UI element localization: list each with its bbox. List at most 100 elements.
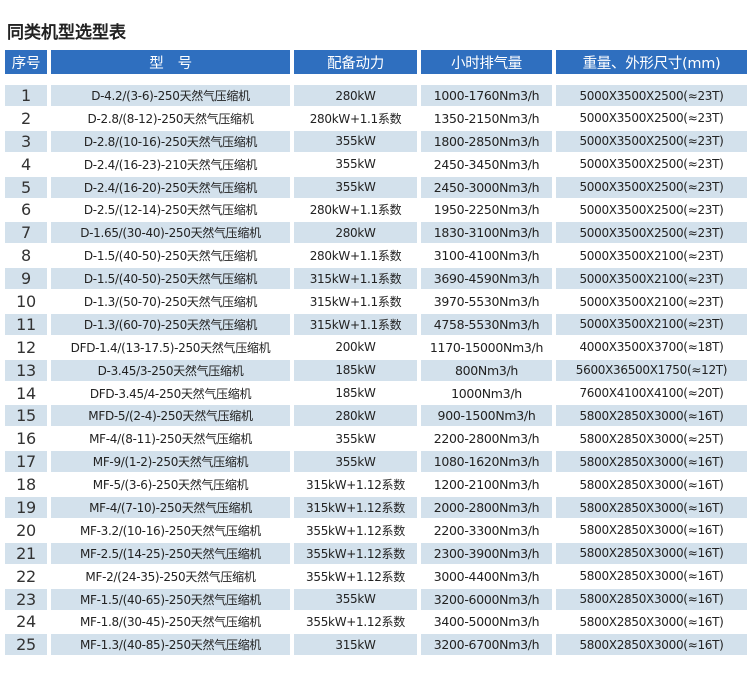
header-index: 序号 xyxy=(5,50,47,74)
table-row: 9 D-1.5/(40-50)-250天然气压缩机 315kW+1.1系数 3690-… xyxy=(5,268,747,291)
cell-displacement: 800Nm3/h xyxy=(421,359,552,381)
cell-power: 355kW+1.12系数 xyxy=(306,615,405,630)
cell-index: 6 xyxy=(21,200,31,220)
table-row: 21 MF-2.5/(14-25)-250天然气压缩机 355kW+1.12系数 23… xyxy=(5,542,747,566)
table-row: 10 D-1.3/(50-70)-250天然气压缩机 315kW+1.1系数 3970… xyxy=(5,291,747,314)
cell-weight-dimensions: 5000X3500X2100(≈23T) xyxy=(579,248,724,263)
cell-power: 355kW xyxy=(335,157,376,172)
cell-weight-dimensions: 5000X3500X2500(≈23T) xyxy=(556,130,747,152)
table-row: 5 D-2.4/(16-20)-250天然气压缩机 355kW 2450-3000Nm… xyxy=(5,176,747,200)
cell-index: 9 xyxy=(5,268,47,290)
cell-displacement: 3400-5000Nm3/h xyxy=(433,614,540,630)
cell-model: D-2.8/(8-12)-250天然气压缩机 xyxy=(87,111,254,126)
cell-displacement: 1000-1760Nm3/h xyxy=(421,85,552,106)
cell-displacement: 1170-15000Nm3/h xyxy=(429,339,544,355)
cell-model: MF-4/(7-10)-250天然气压缩机 xyxy=(51,497,290,519)
cell-model: MF-2.5/(14-25)-250天然气压缩机 xyxy=(51,542,290,564)
cell-model: D-1.3/(50-70)-250天然气压缩机 xyxy=(83,295,258,310)
cell-index: 5 xyxy=(5,176,47,198)
table-row: 25 MF-1.3/(40-85)-250天然气压缩机 315kW 3200-6700… xyxy=(5,634,747,657)
table-row: 20 MF-3.2/(10-16)-250天然气压缩机 355kW+1.12系数 22… xyxy=(5,520,747,543)
cell-index: 14 xyxy=(16,383,36,403)
table-row: 6 D-2.5/(12-14)-250天然气压缩机 280kW+1.1系数 1950-… xyxy=(5,199,747,222)
cell-weight-dimensions: 5000X3500X2500(≈23T) xyxy=(579,157,724,172)
cell-displacement: 2450-3000Nm3/h xyxy=(421,176,552,198)
cell-weight-dimensions: 5800X2850X3000(≈16T) xyxy=(556,497,747,519)
cell-power: 280kW xyxy=(294,222,417,244)
cell-index: 18 xyxy=(16,475,36,495)
cell-displacement: 1080-1620Nm3/h xyxy=(421,451,552,473)
table-row: 22 MF-2/(24-35)-250天然气压缩机 355kW+1.12系数 3000… xyxy=(5,566,747,589)
cell-index: 17 xyxy=(5,451,47,473)
table-row: 24 MF-1.8/(30-45)-250天然气压缩机 355kW+1.12系数 34… xyxy=(5,611,747,634)
cell-weight-dimensions: 5800X2850X3000(≈16T) xyxy=(556,405,747,427)
cell-power: 200kW xyxy=(335,340,376,355)
cell-index: 3 xyxy=(5,130,47,152)
cell-weight-dimensions: 5000X3500X2500(≈23T) xyxy=(556,85,747,106)
cell-power: 355kW xyxy=(294,588,417,610)
cell-index: 12 xyxy=(16,337,36,357)
cell-model: MF-1.8/(30-45)-250天然气压缩机 xyxy=(80,615,261,630)
model-selection-table: 序号 型 号 配备动力 小时排气量 重量、外形尺寸(mm) 1 D-4.2/(3-… xyxy=(5,50,747,657)
cell-model: D-1.65/(30-40)-250天然气压缩机 xyxy=(51,222,290,244)
cell-model: MF-1.5/(40-65)-250天然气压缩机 xyxy=(51,588,290,610)
cell-model: MF-2/(24-35)-250天然气压缩机 xyxy=(85,569,256,584)
header-weight-dimensions: 重量、外形尺寸(mm) xyxy=(556,50,747,74)
table-row: 4 D-2.4/(16-23)-210天然气压缩机 355kW 2450-3450Nm… xyxy=(5,154,747,177)
header-power: 配备动力 xyxy=(294,50,417,74)
cell-model: MF-3.2/(10-16)-250天然气压缩机 xyxy=(80,523,261,538)
cell-weight-dimensions: 7600X4100X4100(≈20T) xyxy=(579,386,724,401)
cell-index: 25 xyxy=(5,634,47,656)
cell-power: 355kW+1.12系数 xyxy=(306,569,405,584)
cell-index: 22 xyxy=(16,566,36,586)
cell-displacement: 2300-3900Nm3/h xyxy=(421,542,552,564)
cell-power: 280kW+1.1系数 xyxy=(309,203,402,218)
cell-power: 315kW+1.12系数 xyxy=(306,478,405,493)
cell-model: D-1.5/(40-50)-250天然气压缩机 xyxy=(51,268,290,290)
cell-model: DFD-3.45/4-250天然气压缩机 xyxy=(89,386,252,401)
cell-weight-dimensions: 5800X2850X3000(≈16T) xyxy=(556,542,747,564)
table-row: 3 D-2.8/(10-16)-250天然气压缩机 355kW 1800-2850Nm… xyxy=(5,130,747,154)
cell-index: 10 xyxy=(16,292,36,312)
table-row: 19 MF-4/(7-10)-250天然气压缩机 315kW+1.12系数 2000-… xyxy=(5,497,747,520)
table-row: 7 D-1.65/(30-40)-250天然气压缩机 280kW 1830-3100N… xyxy=(5,222,747,245)
cell-model: D-1.3/(60-70)-250天然气压缩机 xyxy=(51,313,290,335)
cell-displacement: 1000Nm3/h xyxy=(451,385,522,401)
cell-weight-dimensions: 5000X3500X2500(≈23T) xyxy=(579,202,724,217)
cell-weight-dimensions: 5800X2850X3000(≈16T) xyxy=(579,477,724,492)
cell-weight-dimensions: 5800X2850X3000(≈16T) xyxy=(579,523,724,538)
cell-displacement: 4758-5530Nm3/h xyxy=(421,313,552,335)
cell-power: 315kW+1.1系数 xyxy=(294,313,417,335)
cell-power: 355kW xyxy=(294,130,417,152)
cell-power: 355kW+1.12系数 xyxy=(294,542,417,564)
header-displacement: 小时排气量 xyxy=(421,50,552,74)
cell-power: 315kW+1.12系数 xyxy=(294,497,417,519)
cell-weight-dimensions: 5800X2850X3000(≈16T) xyxy=(579,614,724,629)
cell-power: 315kW xyxy=(294,634,417,656)
table-body: 1 D-4.2/(3-6)-250天然气压缩机 280kW 1000-1760Nm3/… xyxy=(5,85,747,657)
table-row: 8 D-1.5/(40-50)-250天然气压缩机 280kW+1.1系数 3100-… xyxy=(5,245,747,268)
cell-displacement: 2450-3450Nm3/h xyxy=(433,156,540,172)
table-row: 23 MF-1.5/(40-65)-250天然气压缩机 355kW 3200-6000… xyxy=(5,588,747,612)
cell-displacement: 900-1500Nm3/h xyxy=(421,405,552,427)
cell-index: 23 xyxy=(5,588,47,610)
cell-power: 355kW xyxy=(335,431,376,446)
table-row: 1 D-4.2/(3-6)-250天然气压缩机 280kW 1000-1760Nm3/… xyxy=(5,85,747,108)
cell-model: MFD-5/(2-4)-250天然气压缩机 xyxy=(51,405,290,427)
table-row: 11 D-1.3/(60-70)-250天然气压缩机 315kW+1.1系数 4758… xyxy=(5,313,747,337)
cell-power: 280kW+1.1系数 xyxy=(309,249,402,264)
cell-weight-dimensions: 5000X3500X2100(≈23T) xyxy=(579,294,724,309)
cell-power: 355kW+1.12系数 xyxy=(306,523,405,538)
cell-index: 21 xyxy=(5,542,47,564)
cell-index: 15 xyxy=(5,405,47,427)
page-title: 同类机型选型表 xyxy=(7,23,126,43)
cell-model: MF-1.3/(40-85)-250天然气压缩机 xyxy=(51,634,290,656)
table-header: 序号 型 号 配备动力 小时排气量 重量、外形尺寸(mm) xyxy=(5,50,747,74)
cell-weight-dimensions: 5000X3500X2100(≈23T) xyxy=(556,313,747,335)
cell-index: 24 xyxy=(16,612,36,632)
cell-model: D-1.5/(40-50)-250天然气压缩机 xyxy=(83,249,258,264)
cell-displacement: 2200-2800Nm3/h xyxy=(433,431,540,447)
cell-weight-dimensions: 5800X2850X3000(≈16T) xyxy=(579,569,724,584)
cell-index: 19 xyxy=(5,497,47,519)
cell-index: 13 xyxy=(5,359,47,381)
